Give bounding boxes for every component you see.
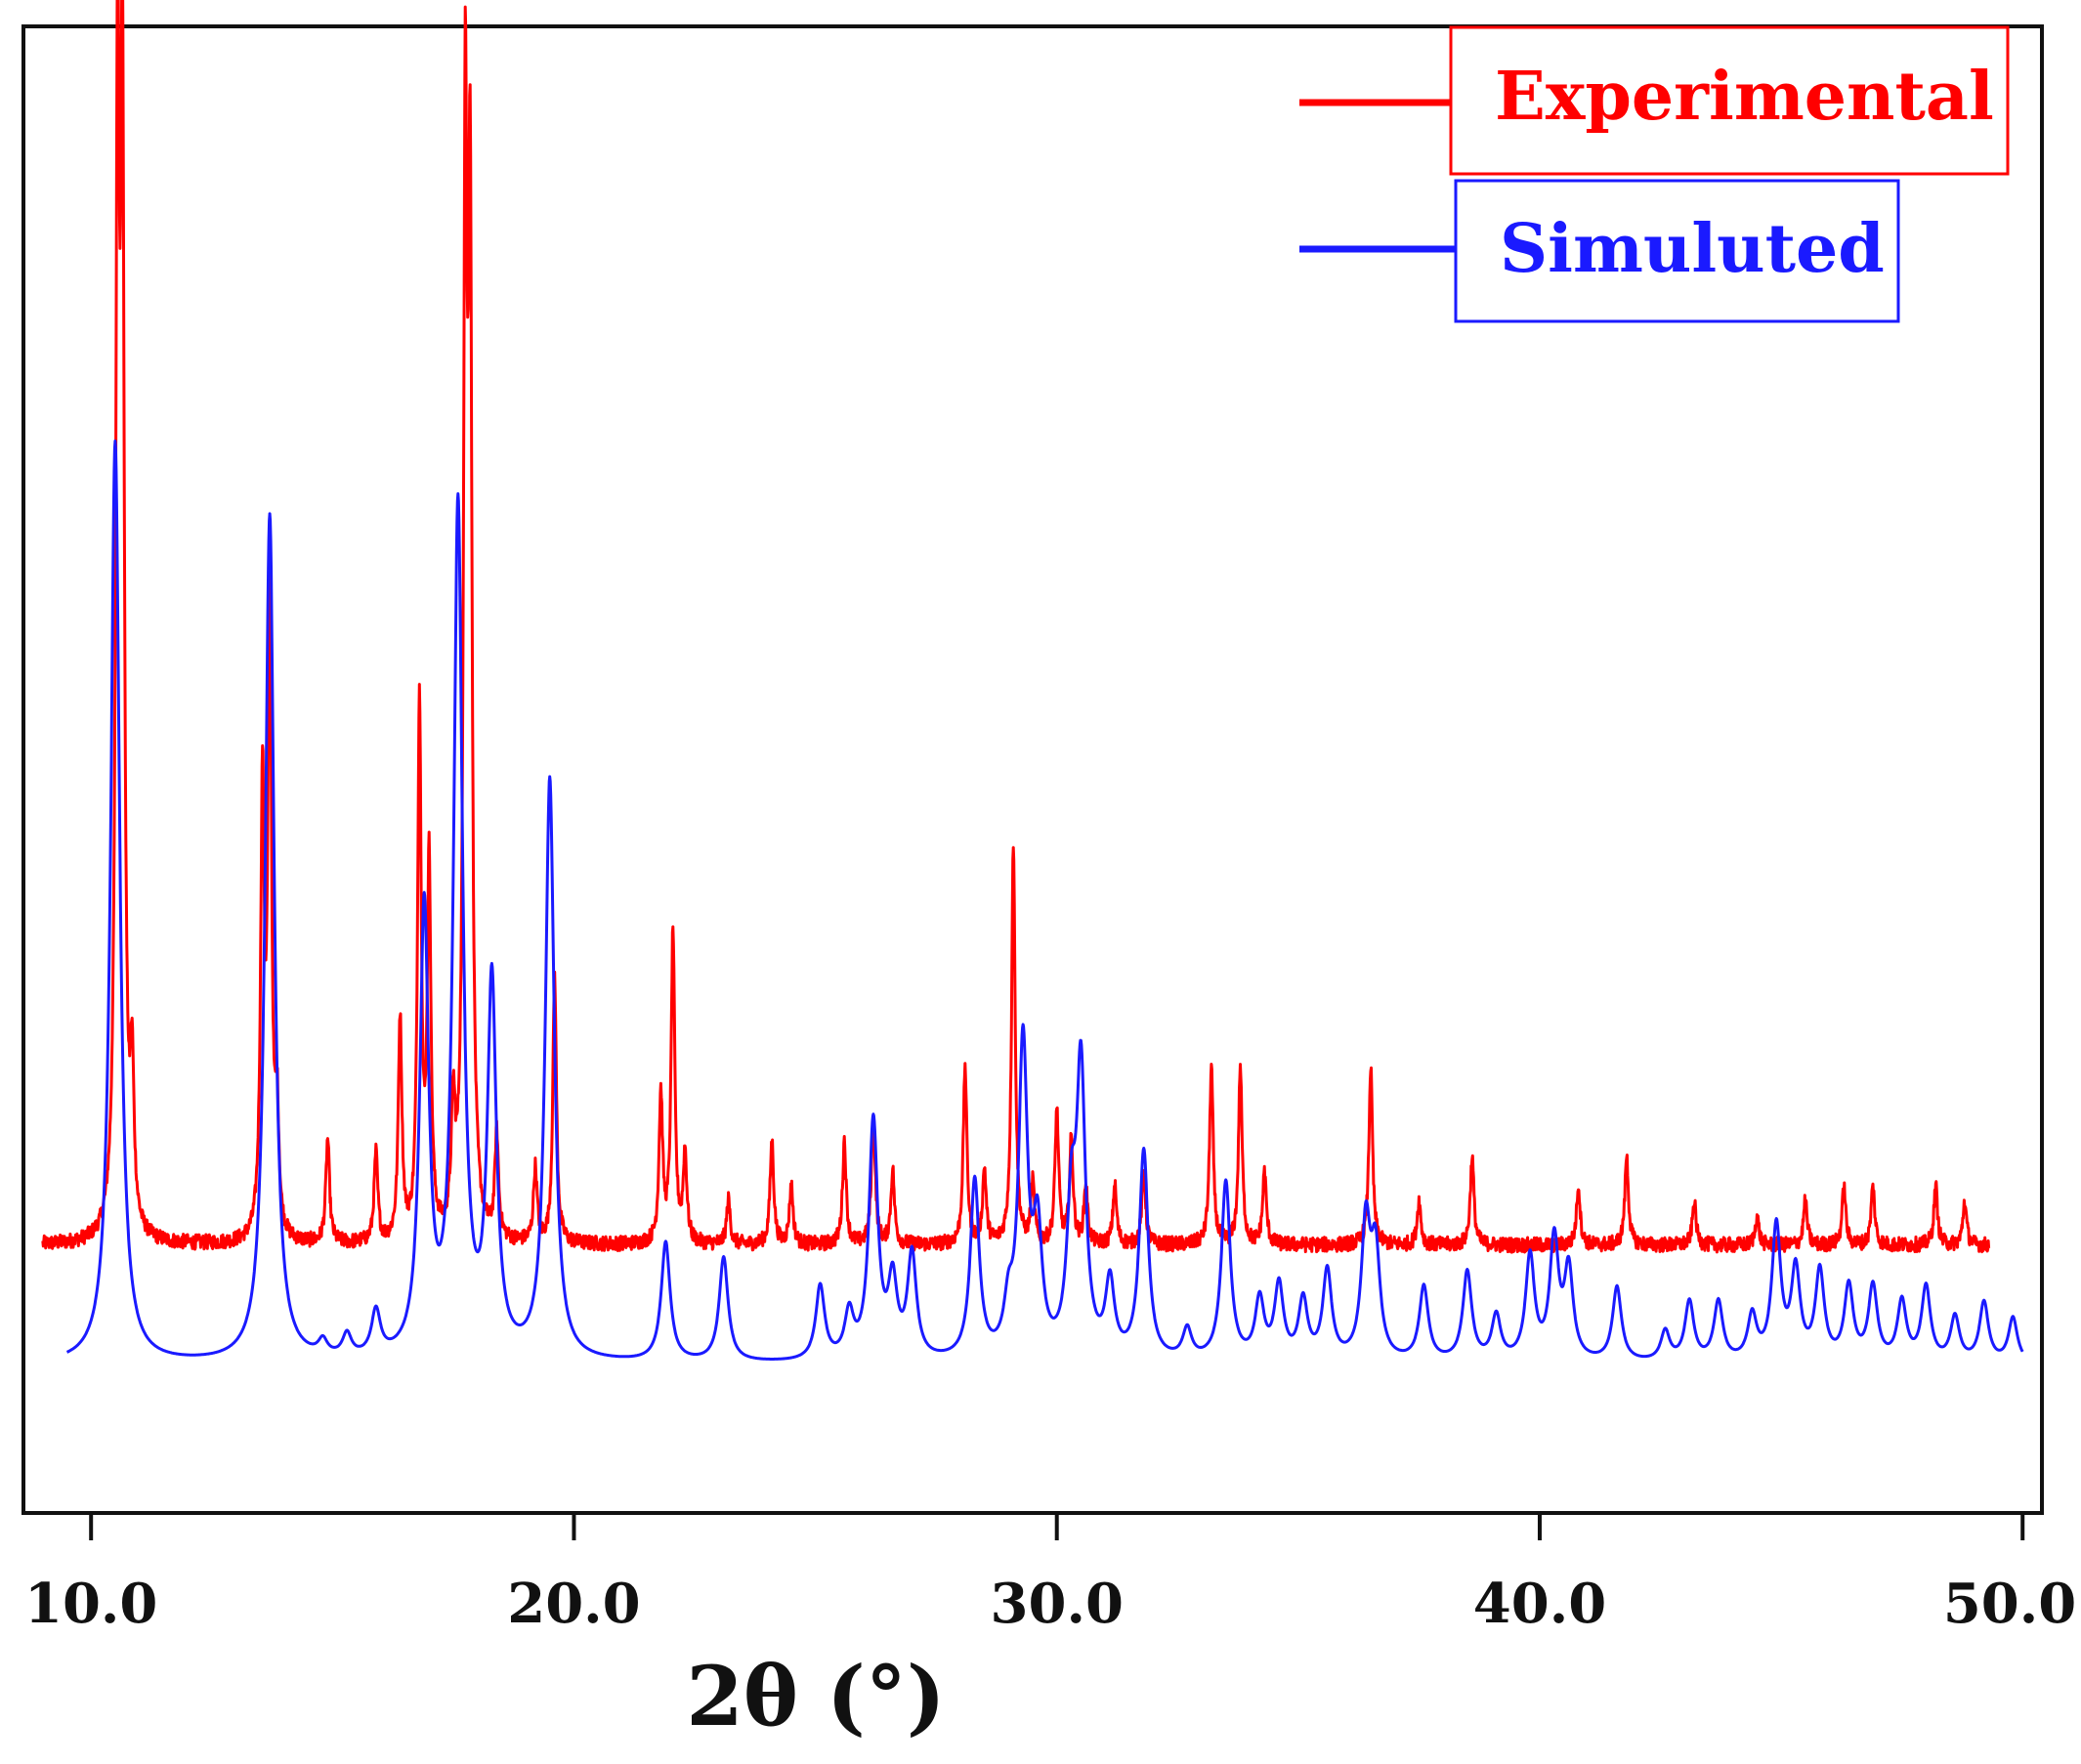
x-tick-label: 30.0: [991, 1572, 1124, 1636]
x-axis-ticks: 10.0 20.0 30.0 40.0 50.0: [24, 1513, 2076, 1636]
legend-label-experimental: Experimental: [1495, 58, 1994, 136]
x-tick-label: 50.0: [1943, 1572, 2076, 1636]
legend-box-simulated: [1454, 179, 1900, 323]
series-simulated-line: [65, 440, 2024, 1361]
x-tick-label: 10.0: [24, 1572, 157, 1636]
legend: Experimental Simuluted: [1299, 25, 2010, 323]
series-layer: [41, 0, 2024, 1361]
legend-label-simulated: Simuluted: [1500, 210, 1885, 288]
x-tick-label: 40.0: [1473, 1572, 1606, 1636]
x-tick-label: 20.0: [507, 1572, 640, 1636]
legend-box-experimental: [1449, 25, 2010, 176]
x-axis-title: 2θ (°): [686, 1648, 945, 1744]
series-experimental-line: [41, 0, 1991, 1254]
